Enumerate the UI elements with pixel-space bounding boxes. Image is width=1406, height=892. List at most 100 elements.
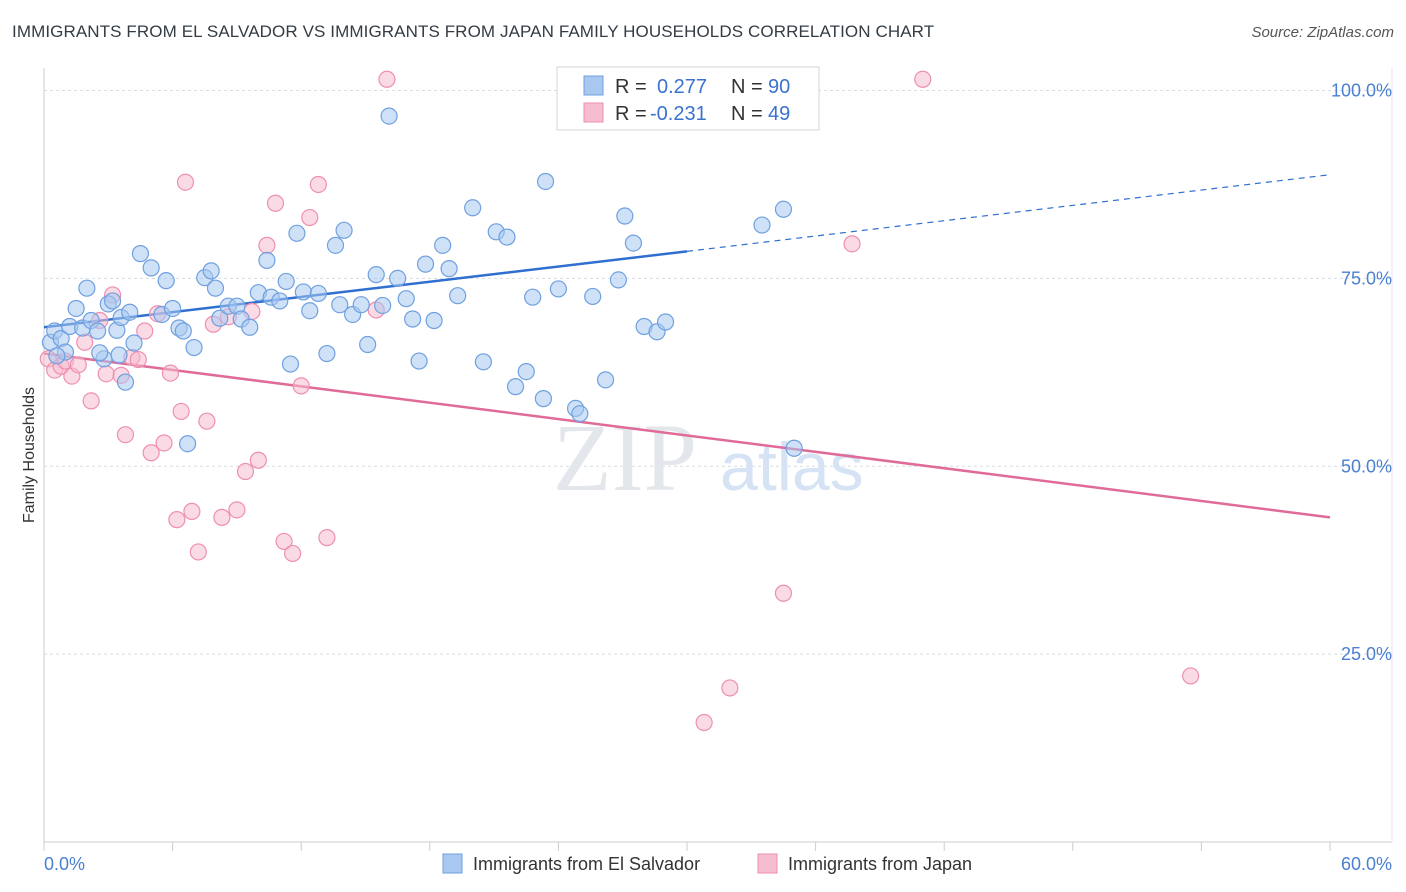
series-legend-swatch-pink xyxy=(757,853,778,874)
legend-swatch-pink xyxy=(583,102,604,123)
stats-legend: R = 0.277 N = 90 R = -0.231 N = 49 xyxy=(556,66,820,131)
japan-point xyxy=(914,70,932,88)
y-tick-label: 75.0% xyxy=(1341,268,1392,288)
legend-n-label-2: N = xyxy=(731,103,763,125)
el-salvador-point xyxy=(596,371,615,389)
legend-n-label-1: N = xyxy=(731,76,763,98)
japan-point xyxy=(236,462,255,481)
japan-point xyxy=(129,350,147,369)
el-salvador-point xyxy=(624,234,643,252)
el-salvador-point xyxy=(78,279,96,297)
japan-point xyxy=(97,365,115,383)
el-salvador-point xyxy=(326,236,345,254)
japan-point xyxy=(309,175,327,194)
japan-point xyxy=(183,502,201,520)
axes xyxy=(43,68,1393,851)
el-salvador-trend-extension xyxy=(686,174,1331,252)
el-salvador-point xyxy=(474,353,492,371)
japan-trend-line xyxy=(43,352,1331,519)
el-salvador-point xyxy=(774,200,793,218)
japan-point xyxy=(774,584,793,602)
japan-point xyxy=(378,70,396,88)
japan-point xyxy=(275,532,293,551)
japan-point xyxy=(284,544,302,563)
el-salvador-point xyxy=(281,355,300,373)
el-salvador-point xyxy=(241,318,259,336)
japan-point xyxy=(292,377,310,395)
japan-point xyxy=(266,194,285,212)
el-salvador-point xyxy=(410,352,428,370)
el-salvador-point xyxy=(202,262,220,280)
legend-r-value-2: -0.231 xyxy=(650,103,707,125)
el-salvador-point xyxy=(91,344,109,362)
gridlines xyxy=(44,90,1392,655)
series-legend-label-1: Immigrants from El Salvador xyxy=(473,854,700,874)
el-salvador-point xyxy=(318,344,336,363)
el-salvador-points xyxy=(41,107,803,457)
x-tick-labels: 0.0% 60.0% xyxy=(44,854,1392,874)
el-salvador-point xyxy=(374,296,392,315)
series-legend-swatch-blue xyxy=(442,853,463,874)
el-salvador-point xyxy=(67,299,85,318)
japan-point xyxy=(172,402,190,421)
japan-point xyxy=(69,356,87,374)
el-salvador-point xyxy=(206,279,225,297)
legend-r-value-1: 0.277 xyxy=(657,76,707,98)
el-salvador-point xyxy=(416,255,435,273)
el-salvador-point xyxy=(464,199,482,217)
el-salvador-point xyxy=(584,287,602,306)
legend-swatch-blue xyxy=(583,75,604,96)
el-salvador-point xyxy=(449,287,467,305)
el-salvador-point xyxy=(116,373,135,391)
el-salvador-point xyxy=(785,439,803,457)
el-salvador-point xyxy=(335,221,353,239)
y-tick-label: 100.0% xyxy=(1331,81,1392,101)
el-salvador-point xyxy=(301,302,319,320)
el-salvador-point xyxy=(185,338,203,357)
y-tick-label: 25.0% xyxy=(1341,644,1392,664)
el-salvador-point xyxy=(536,172,555,191)
japan-point xyxy=(116,426,135,444)
japan-point xyxy=(301,208,319,227)
y-tick-labels: 100.0% 75.0% 50.0% 25.0% xyxy=(1331,81,1392,665)
japan-point xyxy=(82,392,100,410)
el-salvador-point xyxy=(331,296,349,314)
el-salvador-point xyxy=(434,236,452,254)
japan-point xyxy=(721,679,739,697)
japan-point xyxy=(198,412,216,430)
el-salvador-point xyxy=(517,362,535,381)
el-salvador-point xyxy=(48,347,66,365)
japan-point xyxy=(168,511,186,529)
el-salvador-point xyxy=(131,245,150,263)
el-salvador-point xyxy=(506,378,525,396)
japan-point xyxy=(161,364,180,382)
legend-r-label-1: R = xyxy=(615,76,647,98)
japan-point xyxy=(142,444,160,462)
el-salvador-point xyxy=(211,309,229,327)
japan-point xyxy=(136,322,154,340)
el-salvador-point xyxy=(294,283,312,301)
el-salvador-point xyxy=(103,292,122,310)
chart-title: IMMIGRANTS FROM EL SALVADOR VS IMMIGRANT… xyxy=(12,22,935,41)
el-salvador-point xyxy=(271,292,289,310)
legend-r-label-2: R = xyxy=(615,103,647,125)
el-salvador-point xyxy=(121,303,139,321)
el-salvador-point xyxy=(404,310,422,328)
el-salvador-point xyxy=(549,280,568,298)
japan-point xyxy=(318,529,336,547)
el-salvador-point xyxy=(142,259,160,277)
el-salvador-point xyxy=(425,311,443,330)
el-salvador-point xyxy=(88,322,107,340)
japan-point xyxy=(228,501,246,519)
japan-point xyxy=(1182,667,1200,685)
japan-point xyxy=(258,236,276,254)
el-salvador-point xyxy=(179,435,197,453)
japan-point xyxy=(176,173,195,191)
el-salvador-point xyxy=(498,228,516,246)
japan-point xyxy=(189,543,207,561)
el-salvador-point xyxy=(157,272,175,290)
el-salvador-point xyxy=(164,299,182,318)
el-salvador-point xyxy=(380,107,398,125)
legend-n-value-2: 49 xyxy=(768,103,790,125)
el-salvador-point xyxy=(571,405,589,423)
